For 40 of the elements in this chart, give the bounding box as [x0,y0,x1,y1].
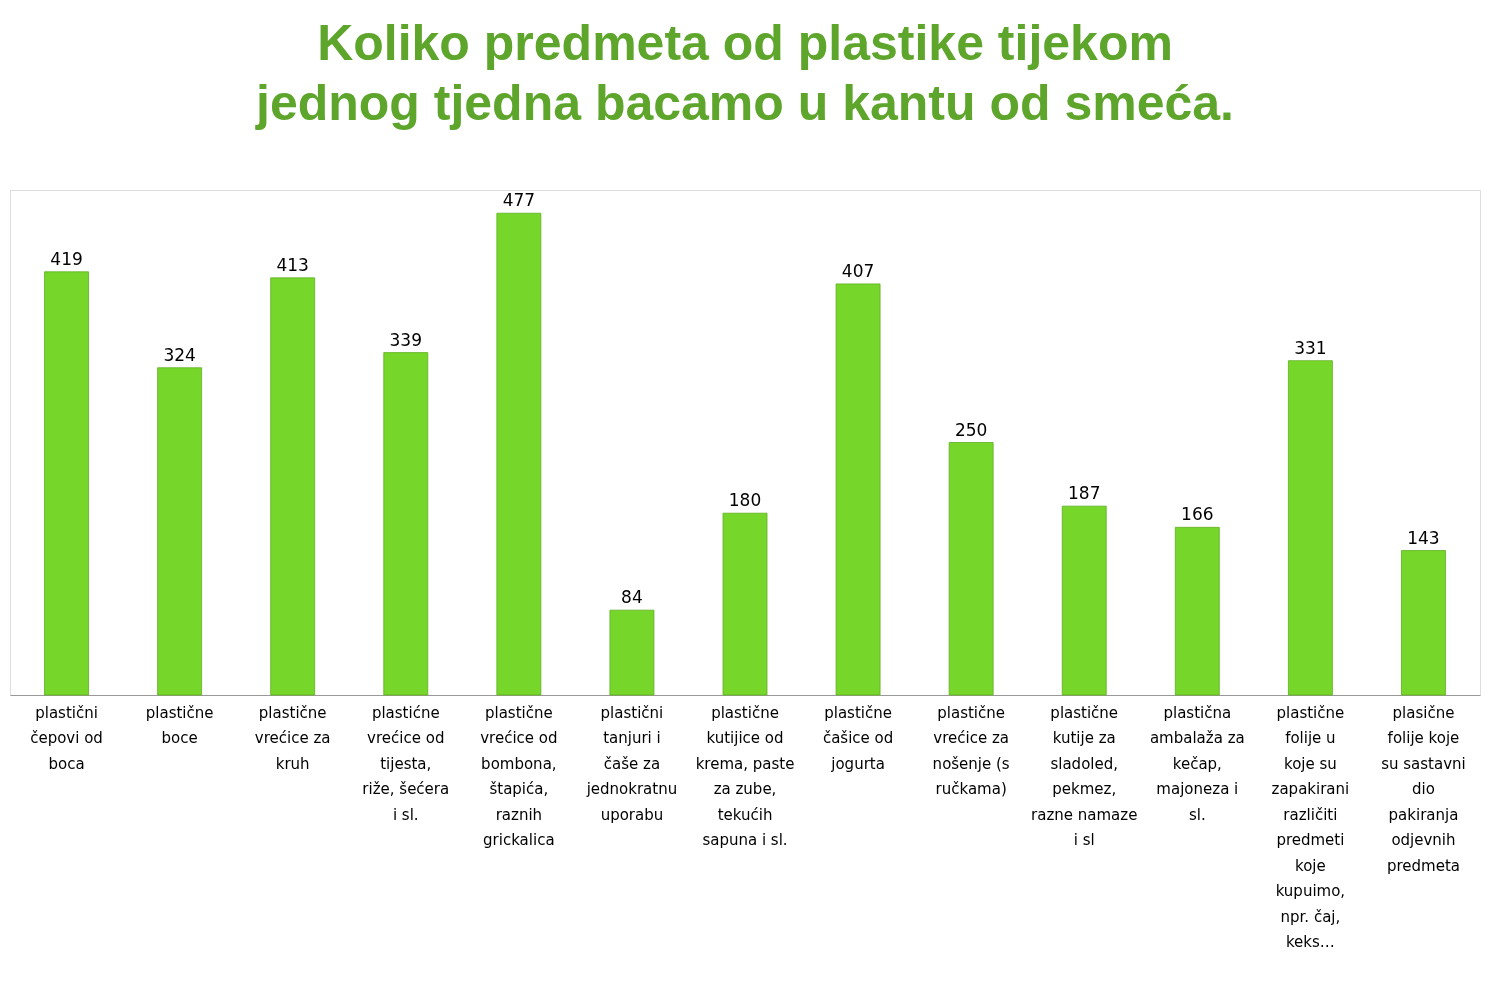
x-tick-label: plastične kutijice od krema, paste za zube, tekućih sapuna i sl. [695,703,795,849]
data-label: 187 [1068,483,1101,504]
data-label: 84 [621,587,643,608]
x-tick-label: plasične folije koje su sastavni dio pakiranja odjevnih predmeta [1381,703,1466,875]
x-tick-label: plastične čašice od jogurta [822,703,894,773]
chart-title: Koliko predmeta od plastike tijekom jednog tjedna bacamo u kantu od smeća. [255,15,1234,131]
bar [157,367,203,696]
bar [835,283,881,696]
data-label: 143 [1407,527,1440,548]
bar [1401,550,1446,696]
data-label: 477 [502,190,536,211]
x-tick-label: plastične vrećice od bombona, štapića, raznih grickalica [480,703,558,849]
bar [1174,526,1220,696]
data-label: 407 [841,260,875,281]
bar [1061,505,1107,696]
category-label: plastične folije u koje su zapakirani različiti predmeti koje kupuimo, npr. čaj, keks… [1271,703,1350,951]
bar [270,277,316,696]
bar [948,442,994,696]
bar [383,352,429,696]
data-label: 413 [276,254,309,275]
data-label: 250 [954,419,988,440]
data-label: 180 [728,490,762,511]
bar [722,512,768,696]
bar [609,609,655,696]
bar [44,271,89,696]
data-label: 166 [1181,504,1214,525]
data-label: 331 [1294,337,1327,358]
x-tick-label: plastične kutije za sladoled, pekmez, razne namaze i sl [1031,703,1138,849]
x-tick-label: plastična ambalaža za kečap, majoneza i sl. [1149,703,1245,824]
x-tick-label: plastični čepovi od boca [30,703,103,773]
x-tick-label: plastični tanjuri i čaše za jednokratnu uporabu [585,703,678,824]
data-label: 419 [50,248,83,269]
x-tick-label: plastićne vrećice od tijesta, riže, šećera i sl. [362,703,450,824]
bar [496,212,542,696]
x-tick-label: plastične boce [145,703,214,747]
x-tick-label: plastične vrećice za nošenje (s ručkama) [932,703,1010,798]
data-label: 324 [163,344,196,365]
x-tick-label: plastične vrećice za kruh [254,703,331,773]
bar [1287,360,1333,696]
data-label: 339 [389,329,422,350]
